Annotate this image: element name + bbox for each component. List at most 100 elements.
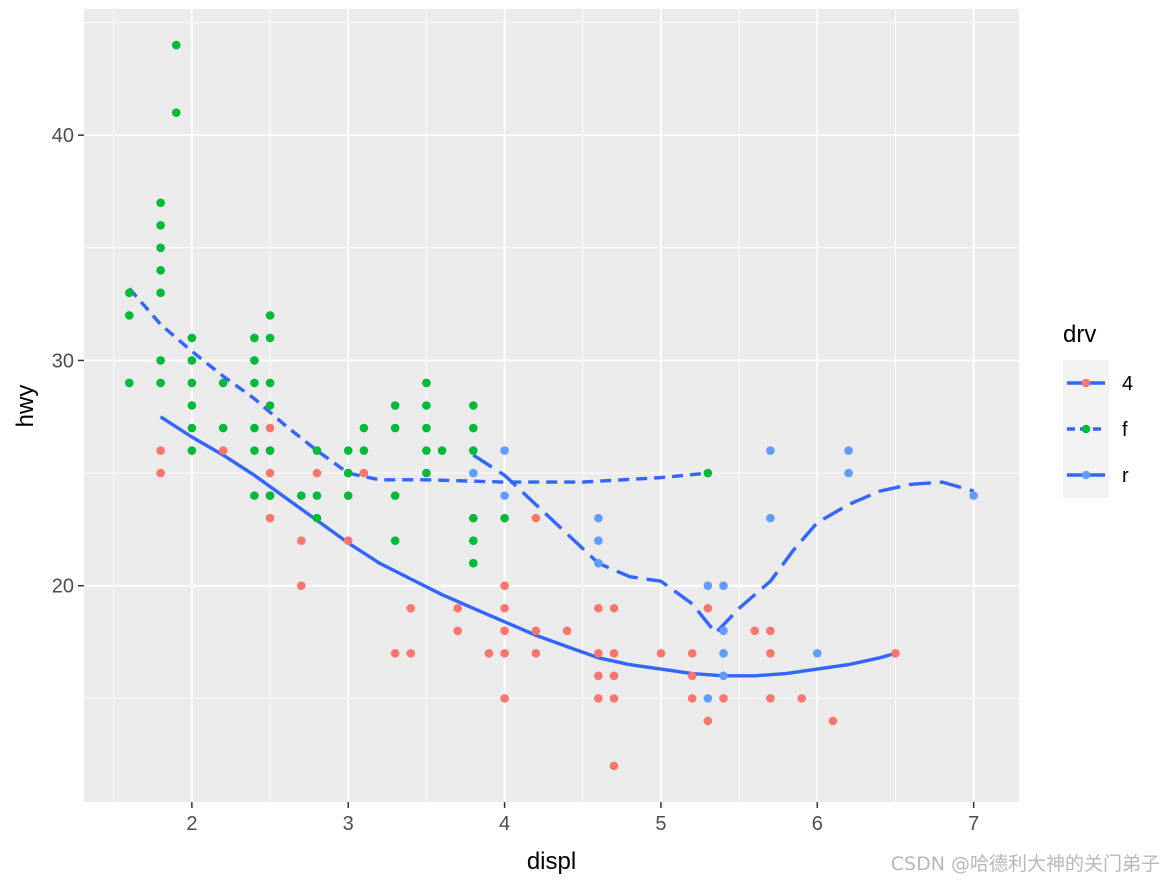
x-tick-label: 2 [186,813,197,835]
data-point-f [218,378,228,388]
scatter-points [125,40,978,771]
data-point-r [469,468,478,478]
data-point-f [250,378,259,388]
x-tick-label: 6 [812,813,823,835]
y-tick-label: 30 [52,350,74,372]
data-point-f [250,333,259,343]
legend-key-point-4 [1081,378,1091,388]
data-point-r [719,626,728,636]
data-point-f [171,108,181,117]
data-point-f [422,423,431,433]
legend-label-f: f [1122,419,1128,441]
data-point-r [594,558,603,568]
data-point-f [265,491,275,500]
data-point-f [187,378,197,388]
data-point-r [844,468,853,478]
data-point-4 [703,716,713,726]
data-point-f [156,266,165,275]
data-point-f [125,311,134,320]
data-point-f [156,198,165,208]
y-tick-labels: 20 30 40 [52,125,74,598]
data-point-f [297,491,306,500]
data-point-r [813,649,822,658]
data-point-f [390,491,400,500]
data-point-f [265,401,275,410]
smooth-line-r [472,453,975,635]
data-point-4 [719,694,728,703]
data-point-f [265,333,275,343]
legend-label-r: r [1122,465,1129,487]
data-point-f [265,446,275,455]
data-point-f [343,491,353,500]
data-point-4 [531,513,541,523]
data-point-r [719,649,728,658]
data-point-f [469,401,478,410]
axis-ticks [78,134,975,808]
data-point-4 [406,603,416,613]
data-point-r [594,513,603,523]
data-point-4 [828,716,838,726]
y-axis-title: hwy [12,385,39,428]
x-tick-label: 7 [968,813,979,835]
minor-gridlines [84,9,1019,802]
data-point-r [594,536,603,545]
x-tick-labels: 2 3 4 5 6 7 [186,813,979,835]
data-point-4 [656,649,666,658]
legend-key-point-r [1081,470,1091,480]
y-tick-label: 40 [52,125,74,147]
data-point-f [250,446,259,455]
data-point-r [719,671,728,681]
data-point-f [187,356,197,365]
data-point-4 [609,694,619,703]
data-point-4 [609,761,619,771]
data-point-4 [594,694,603,703]
data-point-4 [359,468,369,478]
data-point-f [187,423,197,433]
data-point-f [422,446,431,455]
data-point-f [156,288,165,298]
data-point-4 [453,626,462,636]
data-point-f [250,423,259,433]
data-point-f [171,40,181,50]
data-point-r [766,513,775,523]
data-point-4 [500,649,509,658]
data-point-r [766,446,775,455]
data-point-f [390,536,400,545]
x-axis-title: displ [527,848,576,875]
legend-keys: 4 f r [1063,360,1133,498]
data-point-f [469,558,478,568]
data-point-f [359,423,369,433]
data-point-4 [766,626,775,636]
data-point-f [312,491,322,500]
data-point-f [156,243,165,253]
data-point-4 [609,603,619,613]
data-point-r [703,581,713,591]
data-point-f [250,356,259,365]
data-point-f [500,513,509,523]
data-point-f [218,423,228,433]
data-point-f [187,446,197,455]
data-point-4 [218,446,228,455]
data-point-f [469,446,478,455]
data-point-4 [500,626,509,636]
data-point-4 [265,423,275,433]
legend-label-4: 4 [1122,373,1133,395]
panel-background [84,9,1019,802]
y-tick-label: 20 [52,576,74,598]
data-point-f [343,468,353,478]
data-point-f [312,446,322,455]
data-point-f [156,356,165,365]
data-point-4 [500,694,509,703]
data-point-f [390,423,400,433]
data-point-4 [156,468,165,478]
x-tick-label: 5 [655,813,666,835]
data-point-r [719,581,728,591]
data-point-4 [594,649,603,658]
data-point-4 [453,603,462,613]
data-point-r [969,491,978,500]
data-point-f [469,536,478,545]
data-point-4 [687,649,697,658]
data-point-f [250,491,259,500]
data-point-f [359,446,369,455]
